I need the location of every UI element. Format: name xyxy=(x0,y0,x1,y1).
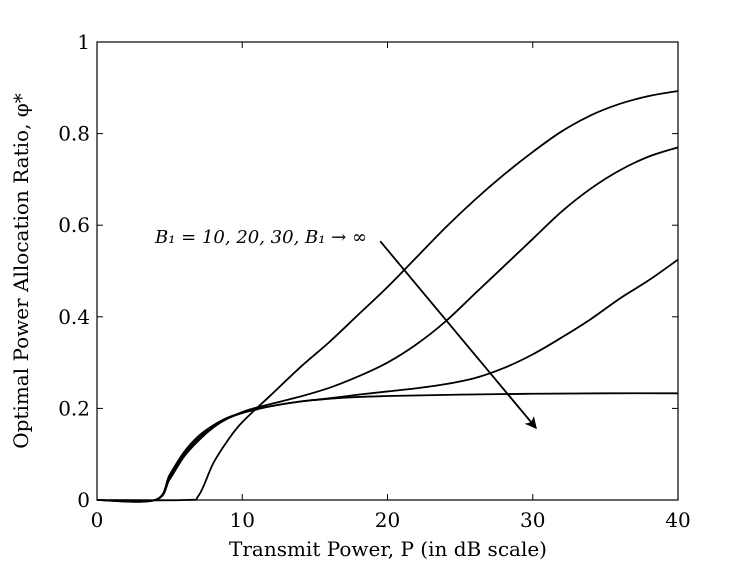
x-tick-label: 20 xyxy=(375,508,400,532)
y-axis-title: Optimal Power Allocation Ratio, φ* xyxy=(9,93,33,449)
series-lines xyxy=(96,90,679,503)
x-tick-label: 40 xyxy=(665,508,690,532)
series-line xyxy=(96,90,679,502)
x-tick-label: 30 xyxy=(520,508,545,532)
y-tick-label: 0.6 xyxy=(58,213,90,237)
series-line xyxy=(96,258,679,503)
series-line xyxy=(96,392,679,503)
y-tick-label: 0.4 xyxy=(58,305,90,329)
y-tick-label: 0 xyxy=(77,488,90,512)
series-line xyxy=(96,146,679,503)
axis-tick-labels: 0 10 20 30 40 0 0.2 0.4 0.6 0.8 1 xyxy=(58,30,691,532)
x-tick-label: 0 xyxy=(91,508,104,532)
y-tick-label: 0.8 xyxy=(58,122,90,146)
x-tick-label: 10 xyxy=(230,508,255,532)
y-tick-label: 0.2 xyxy=(58,396,90,420)
annotation-arrow xyxy=(379,240,537,430)
x-axis-title: Transmit Power, P (in dB scale) xyxy=(229,537,547,561)
annotation-label: B₁ = 10, 20, 30, B₁ → ∞ xyxy=(154,227,367,248)
axis-ticks xyxy=(96,41,679,501)
plot-frame xyxy=(96,41,679,501)
y-tick-label: 1 xyxy=(77,30,90,54)
